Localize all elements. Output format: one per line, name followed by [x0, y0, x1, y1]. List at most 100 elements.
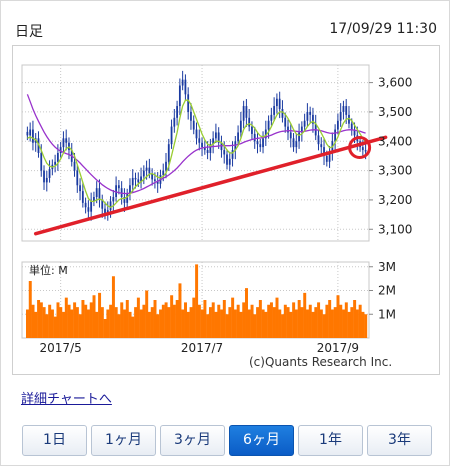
candle-body [190, 111, 192, 121]
candle-body [239, 120, 242, 133]
watermark: (c)Quants Research Inc. [249, 355, 392, 369]
volume-bar [231, 297, 235, 338]
volume-bar [322, 314, 326, 338]
volume-bar [253, 314, 257, 338]
volume-bar [136, 297, 140, 338]
volume-bar [45, 314, 49, 338]
volume-bar [109, 304, 113, 338]
candle-body [98, 188, 101, 200]
candle-body [323, 147, 325, 156]
candle-body [306, 111, 309, 121]
candle-body [361, 147, 364, 151]
tab-3-months[interactable]: 3ヶ月 [160, 425, 225, 456]
long-moving-average [26, 94, 366, 195]
candle-body [317, 135, 320, 145]
support-trendline [33, 135, 388, 236]
volume-bar [250, 304, 254, 338]
volume-bar [48, 304, 52, 338]
volume-bar [206, 314, 210, 338]
volume-bar [217, 304, 221, 338]
volume-bar [167, 307, 171, 338]
candle-body [212, 138, 215, 145]
volume-bar [272, 307, 276, 338]
candle-body [289, 132, 292, 139]
volume-bar [170, 295, 174, 338]
volume-bar [92, 295, 96, 338]
detail-chart-link[interactable]: 詳細チャートへ [21, 392, 112, 407]
candle-body [350, 123, 353, 130]
volume-bar [123, 309, 127, 338]
candle-body [129, 185, 131, 195]
volume-bar [239, 311, 243, 338]
tab-1-month[interactable]: 1ヶ月 [91, 425, 156, 456]
candle-body [245, 106, 248, 118]
candle-body [112, 197, 115, 202]
candle-body [339, 111, 342, 121]
volume-tick-label: 1M [378, 307, 396, 321]
candle-body [264, 129, 267, 139]
candle-body [209, 144, 212, 153]
tab-1-year[interactable]: 1年 [298, 425, 363, 456]
volume-bar [131, 316, 135, 338]
volume-bar [26, 309, 29, 338]
candle-body [303, 120, 306, 127]
x-tick-label: 2017/9 [317, 341, 359, 355]
volume-bar [222, 300, 226, 338]
volume-bar [37, 300, 41, 338]
candle-body [345, 106, 348, 115]
volume-bar [319, 309, 323, 338]
tab-6-months[interactable]: 6ヶ月 [229, 425, 294, 456]
candle-body [43, 170, 45, 183]
candle-body [90, 201, 93, 212]
volume-bar [81, 300, 85, 338]
volume-bar [192, 297, 196, 338]
candle-body [342, 106, 345, 112]
volume-bar [161, 304, 165, 338]
volume-bar [245, 288, 248, 338]
candle-body [104, 208, 106, 215]
volume-bar [264, 311, 268, 338]
volume-bar [73, 302, 77, 338]
volume-bar [214, 311, 218, 338]
volume-bar [233, 309, 237, 338]
volume-bar [178, 283, 182, 338]
candle-body [267, 120, 270, 130]
volume-bar [336, 295, 340, 338]
candle-body [201, 142, 203, 148]
volume-bar [86, 309, 90, 338]
volume-bar [203, 300, 207, 338]
candle-body [334, 129, 337, 142]
volume-bar [34, 311, 38, 338]
volume-bar [308, 304, 312, 338]
candle-body [181, 79, 184, 86]
price-tick-label: 3,400 [378, 134, 412, 148]
volume-bar [342, 309, 346, 338]
tab-1-day[interactable]: 1日 [22, 425, 87, 456]
volume-bar [269, 302, 273, 338]
volume-bar [347, 311, 351, 338]
price-tick-label: 3,100 [378, 222, 412, 236]
tab-3-years[interactable]: 3年 [367, 425, 432, 456]
candle-body [217, 132, 220, 143]
candle-body [134, 177, 137, 180]
volume-bar [258, 300, 262, 338]
volume-bar [281, 314, 285, 338]
volume-bar [147, 311, 151, 338]
volume-bar [145, 290, 149, 338]
volume-bar [53, 316, 57, 338]
candle-body [309, 111, 312, 115]
volume-bar [225, 314, 229, 338]
candle-body [101, 199, 104, 209]
x-tick-label: 2017/7 [181, 341, 223, 355]
candle-body [295, 141, 298, 148]
volume-bar [78, 314, 82, 338]
candle-body [281, 109, 284, 118]
volume-bar [181, 309, 185, 338]
candle-body [226, 154, 228, 165]
candle-body [65, 138, 68, 143]
volume-bar [139, 309, 143, 338]
candle-body [256, 141, 259, 145]
volume-bar [70, 309, 74, 338]
volume-bar [175, 300, 179, 338]
volume-bar [261, 309, 265, 338]
